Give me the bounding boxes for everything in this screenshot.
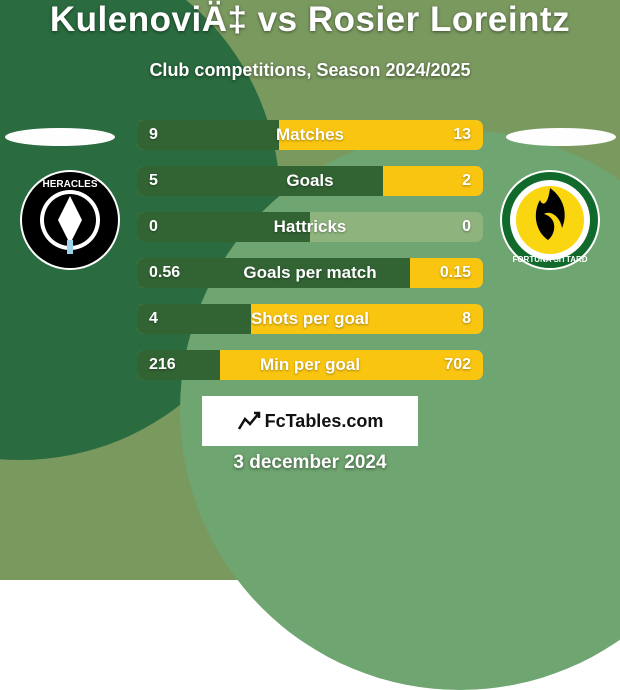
fortuna-crest-icon: FORTUNA SITTARD — [500, 170, 600, 270]
stat-row: 216702Min per goal — [137, 350, 483, 380]
stat-label: Hattricks — [137, 212, 483, 242]
source-logo-text: FcTables.com — [265, 411, 384, 432]
stat-row: 00Hattricks — [137, 212, 483, 242]
stat-label: Matches — [137, 120, 483, 150]
player-name-left — [5, 128, 115, 146]
club-badge-right: FORTUNA SITTARD — [500, 170, 600, 270]
svg-text:HERACLES: HERACLES — [42, 179, 97, 190]
club-badge-left: HERACLES — [20, 170, 120, 270]
comparison-infographic: KulenoviÄ‡ vs Rosier Loreintz Club compe… — [0, 0, 620, 580]
stat-label: Min per goal — [137, 350, 483, 380]
stat-row: 0.560.15Goals per match — [137, 258, 483, 288]
stat-label: Goals per match — [137, 258, 483, 288]
source-logo: FcTables.com — [202, 396, 418, 446]
page-title: KulenoviÄ‡ vs Rosier Loreintz — [0, 0, 620, 40]
player-name-right — [506, 128, 616, 146]
svg-text:FORTUNA SITTARD: FORTUNA SITTARD — [512, 255, 587, 264]
stat-label: Goals — [137, 166, 483, 196]
stat-bars: 913Matches 52Goals 00Hattricks 0.560.15Goal… — [137, 120, 483, 396]
subtitle: Club competitions, Season 2024/2025 — [0, 60, 620, 81]
stat-label: Shots per goal — [137, 304, 483, 334]
heracles-crest-icon: HERACLES — [20, 170, 120, 270]
stat-row: 913Matches — [137, 120, 483, 150]
fctables-icon — [237, 409, 261, 433]
stat-row: 48Shots per goal — [137, 304, 483, 334]
stat-row: 52Goals — [137, 166, 483, 196]
date-label: 3 december 2024 — [0, 452, 620, 474]
